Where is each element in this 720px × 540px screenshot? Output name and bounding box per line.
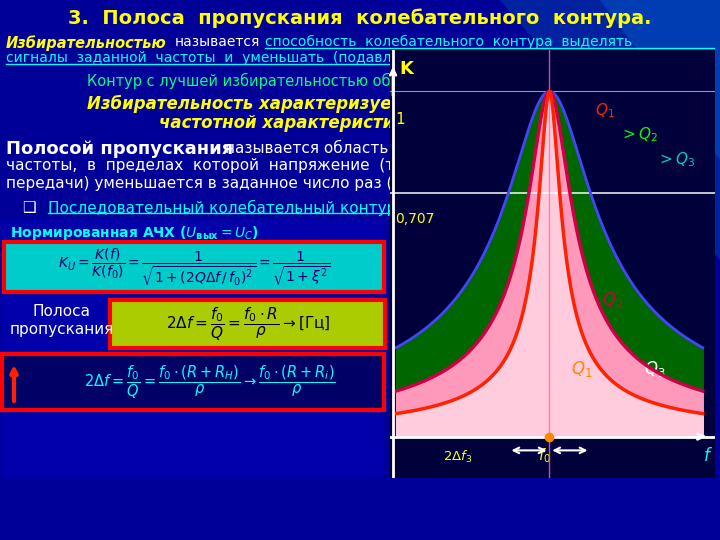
Text: 0,707: 0,707: [395, 212, 434, 226]
Text: 3.  Полоса  пропускания  колебательного  контура.: 3. Полоса пропускания колебательного кон…: [68, 8, 652, 28]
Text: $K_U = \dfrac{K(f)}{K(f_0)} = \dfrac{1}{\sqrt{1+(2Q\Delta f\,/\,f_0)^2}} = \dfra: $K_U = \dfrac{K(f)}{K(f_0)} = \dfrac{1}{…: [58, 246, 330, 288]
Text: Полоса: Полоса: [33, 304, 91, 319]
Text: $Q_1$: $Q_1$: [571, 360, 593, 380]
Text: K: K: [399, 59, 413, 78]
Text: $2\Delta f_3$: $2\Delta f_3$: [443, 449, 472, 465]
Text: Последовательный колебательный контур: Последовательный колебательный контур: [48, 200, 397, 216]
Text: $2\Delta f = \dfrac{f_0}{Q} = \dfrac{f_0 \cdot R}{\rho} \rightarrow [\text{Гц}]$: $2\Delta f = \dfrac{f_0}{Q} = \dfrac{f_0…: [166, 305, 330, 343]
Bar: [2, 220, 384, 478]
Bar: [4, 242, 384, 292]
Text: Контур с лучшей избирательностью обладает большей добротностью: Контур с лучшей избирательностью обладае…: [87, 73, 633, 89]
Text: $f_0$: $f_0$: [538, 447, 551, 465]
Text: способность  колебательного  контура  выделять: способность колебательного контура выдел…: [265, 35, 632, 49]
Text: Нормированная АЧХ ($U_{\mathregular{вых}}=U_C$): Нормированная АЧХ ($U_{\mathregular{вых}…: [10, 224, 259, 242]
Text: ❑: ❑: [22, 200, 35, 215]
Polygon shape: [500, 0, 720, 260]
Text: частоты,  в  пределах  которой  напряжение  (ток,  модуль  коэффициента: частоты, в пределах которой напряжение (…: [6, 158, 618, 173]
Bar: [110, 300, 385, 348]
Text: $>Q_2$: $>Q_2$: [620, 126, 658, 144]
Text: сигналы  заданной  частоты  и  уменьшать  (подавлять)  сигналы  всех  других  ча: сигналы заданной частоты и уменьшать (по…: [6, 51, 655, 65]
Text: передачи) уменьшается в заданное число раз (чаше всего в √2 раз).: передачи) уменьшается в заданное число р…: [6, 176, 564, 191]
Bar: [2, 354, 384, 410]
Text: f: f: [704, 447, 710, 465]
Text: $2\Delta f = \dfrac{f_0}{Q} = \dfrac{f_0 \cdot (R+R_H)}{\rho} \rightarrow \dfrac: $2\Delta f = \dfrac{f_0}{Q} = \dfrac{f_0…: [84, 363, 336, 401]
Text: называется область частот, вблизи резонансной: называется область частот, вблизи резона…: [225, 140, 622, 156]
Text: называется: называется: [175, 35, 261, 49]
Text: $>Q_3$: $>Q_3$: [657, 150, 696, 168]
Text: Полосой пропускания: Полосой пропускания: [6, 140, 233, 158]
Text: Избирательностью: Избирательностью: [6, 35, 167, 51]
Text: $Q_2$: $Q_2$: [601, 291, 623, 310]
Text: 1: 1: [395, 112, 405, 127]
Polygon shape: [600, 0, 720, 160]
Text: $Q_3$: $Q_3$: [644, 360, 666, 380]
Text: Избирательность характеризуется формой амплитудно-: Избирательность характеризуется формой а…: [87, 95, 633, 113]
Text: пропускания: пропускания: [10, 322, 114, 337]
Text: частотной характеристики (АЧХ) контура: частотной характеристики (АЧХ) контура: [159, 114, 561, 132]
Text: $Q_1$: $Q_1$: [595, 102, 615, 120]
